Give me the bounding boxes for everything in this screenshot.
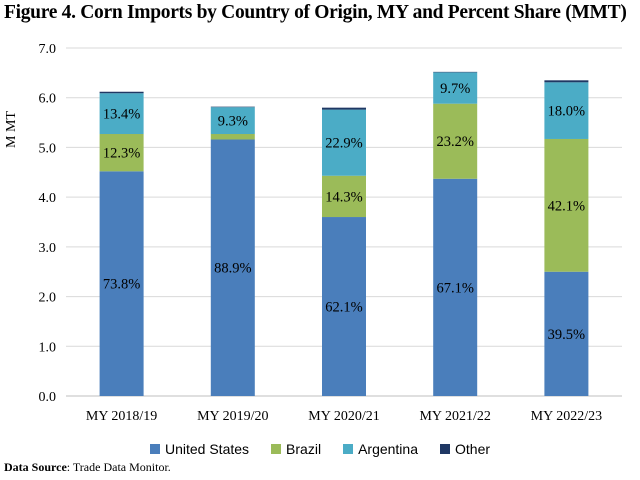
data-label: 42.1%	[548, 198, 585, 214]
bar-segment-argentina	[544, 82, 589, 139]
y-tick-label: 7.0	[39, 42, 57, 57]
bar-segment-brazil	[99, 134, 144, 172]
legend-item: Other	[440, 441, 490, 457]
legend: United States Brazil Argentina Other	[0, 441, 640, 457]
data-label: 73.8%	[103, 277, 140, 293]
bar-segment-united-states	[210, 139, 255, 396]
bar-segment-other	[322, 107, 366, 110]
bar-segment-argentina	[99, 93, 144, 135]
legend-label: Other	[455, 441, 491, 457]
legend-item: Argentina	[343, 441, 418, 457]
data-label: 14.3%	[325, 189, 362, 205]
chart-title: Figure 4. Corn Imports by Country of Ori…	[4, 2, 627, 23]
bar-segment-argentina	[433, 72, 478, 104]
bar-segment-argentina	[322, 109, 366, 176]
data-label: 62.1%	[325, 300, 362, 316]
data-source-text: : Trade Data Monitor.	[66, 460, 171, 474]
bar-segment-united-states	[544, 271, 589, 396]
bar-segment-united-states	[433, 178, 478, 396]
y-tick-label: 3.0	[39, 241, 57, 256]
legend-label: Argentina	[358, 441, 418, 457]
legend-swatch	[149, 444, 160, 454]
bar-segment-brazil	[210, 134, 255, 140]
data-label: 13.4%	[103, 107, 140, 123]
bar-segment-brazil	[322, 175, 366, 218]
plot-area: 0.0 1.0 2.0 3.0 4.0 5.0 6.0 7.0 73.8% 12.3% 13.4% M…	[39, 42, 622, 424]
data-label: 39.5%	[548, 327, 585, 343]
bar-segment-brazil	[544, 138, 589, 272]
data-label: 9.3%	[218, 114, 248, 130]
x-tick-label: MY 2020/21	[308, 409, 379, 424]
legend-label: Brazil	[286, 441, 322, 457]
bar-segment-united-states	[322, 217, 366, 396]
x-tick-label: MY 2018/19	[86, 409, 157, 424]
bar-segment-brazil	[433, 103, 478, 179]
data-source-label: Data Source	[4, 460, 67, 474]
data-label: 18.0%	[548, 104, 585, 120]
data-label: 23.2%	[436, 134, 473, 150]
data-label: 22.9%	[325, 136, 362, 152]
legend-item: Brazil	[271, 441, 321, 457]
y-tick-label: 1.0	[39, 340, 57, 355]
legend-item: United States	[149, 441, 250, 457]
legend-label: United States	[164, 441, 250, 457]
y-tick-label: 2.0	[39, 291, 57, 306]
y-tick-label: 5.0	[39, 141, 57, 156]
bar-segment-other	[544, 80, 589, 83]
bar-segment-united-states	[99, 171, 144, 396]
data-label: 12.3%	[103, 146, 140, 162]
y-tick-label: 0.0	[39, 390, 57, 405]
x-tick-label: MY 2021/22	[419, 409, 490, 424]
data-label: 88.9%	[214, 261, 251, 277]
legend-swatch	[343, 444, 354, 454]
data-source-note: Data Source: Trade Data Monitor.	[4, 460, 171, 475]
y-tick-label: 4.0	[39, 191, 57, 206]
x-tick-label: MY 2022/23	[531, 409, 602, 424]
y-tick-label: 6.0	[39, 92, 57, 107]
legend-swatch	[440, 444, 450, 454]
bar-segment-other	[99, 91, 144, 94]
bar-segment-argentina	[210, 107, 255, 135]
x-tick-label: MY 2019/20	[197, 409, 268, 424]
data-label: 9.7%	[440, 81, 470, 97]
data-label: 67.1%	[436, 280, 473, 296]
legend-swatch	[271, 444, 282, 454]
